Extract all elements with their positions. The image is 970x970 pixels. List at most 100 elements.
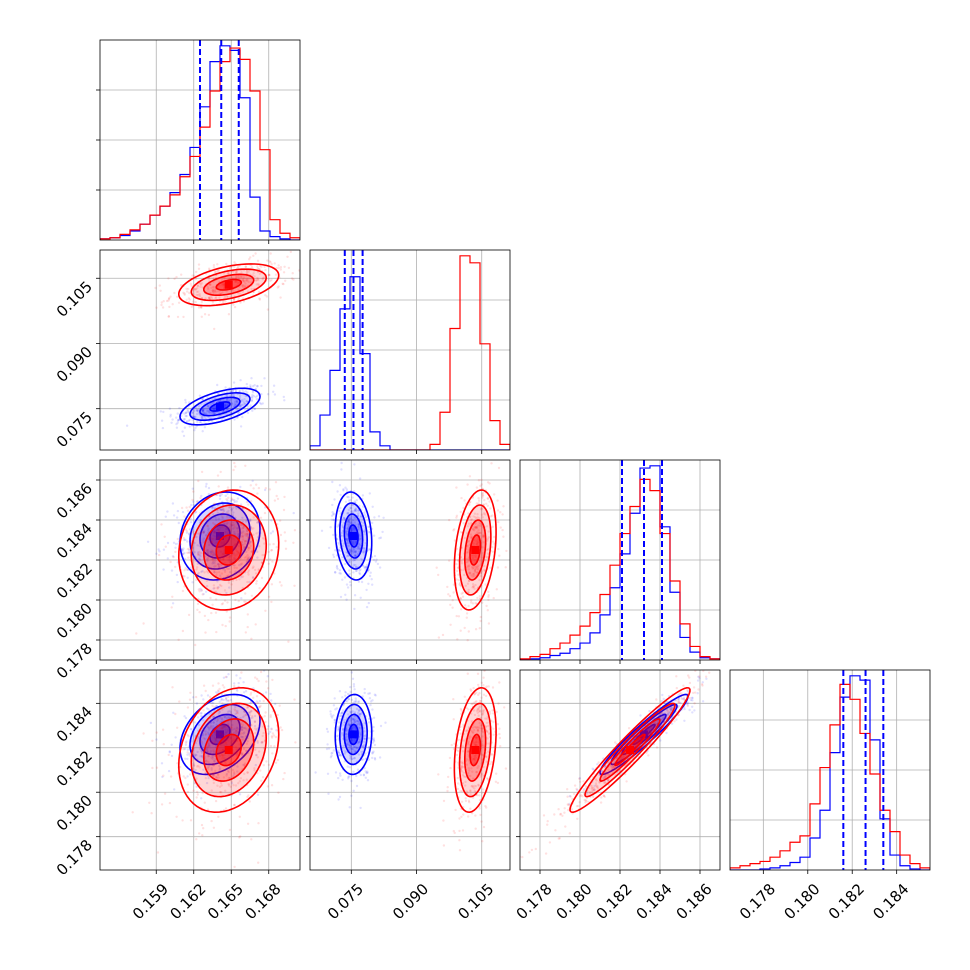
scatter-point <box>221 552 225 556</box>
scatter-point <box>493 493 496 496</box>
scatter-point <box>485 721 489 725</box>
scatter-point <box>467 565 470 568</box>
scatter-point <box>364 533 367 536</box>
contour-blue <box>348 723 359 746</box>
scatter-point <box>459 510 462 514</box>
scatter-point <box>345 735 348 738</box>
scatter-point <box>363 737 366 741</box>
scatter-point <box>490 719 493 722</box>
scatter-point <box>208 296 211 300</box>
scatter-point <box>239 485 242 489</box>
scatter-point <box>349 747 353 750</box>
scatter-point <box>502 535 505 538</box>
scatter-point <box>491 709 494 712</box>
scatter-point <box>284 547 288 550</box>
scatter-point <box>363 687 366 691</box>
scatter-point <box>211 398 214 401</box>
scatter-point <box>193 415 196 419</box>
scatter-point <box>205 747 209 750</box>
scatter-point <box>269 692 272 696</box>
scatter-point <box>174 546 177 549</box>
scatter-point <box>214 611 218 614</box>
scatter-point <box>172 711 175 714</box>
scatter-point <box>353 558 357 562</box>
scatter-point <box>357 545 360 549</box>
scatter-point <box>198 832 201 835</box>
scatter-point <box>472 566 475 570</box>
scatter-point <box>262 276 266 279</box>
scatter-point <box>245 532 249 536</box>
scatter-point <box>249 693 252 696</box>
scatter-point <box>242 507 245 511</box>
scatter-point <box>212 725 215 728</box>
scatter-point <box>244 279 248 282</box>
scatter-point <box>243 542 246 545</box>
scatter-point <box>352 719 355 722</box>
scatter-point <box>235 401 239 404</box>
scatter-point <box>355 569 358 572</box>
scatter-point <box>238 396 242 399</box>
scatter-point <box>193 754 197 757</box>
scatter-point <box>371 741 375 744</box>
scatter-point <box>497 702 500 705</box>
scatter-point <box>254 572 258 575</box>
scatter-point <box>229 558 232 561</box>
scatter-point <box>359 713 362 716</box>
scatter-point <box>455 514 459 517</box>
scatter-point <box>448 594 452 598</box>
scatter-point <box>482 503 486 506</box>
panel-content <box>131 670 297 869</box>
scatter-point <box>357 509 360 512</box>
scatter-point <box>476 541 480 544</box>
scatter-point <box>367 746 371 749</box>
scatter-point <box>242 735 245 739</box>
scatter-point <box>488 732 491 736</box>
scatter-point <box>467 630 470 633</box>
scatter-point <box>204 776 207 780</box>
scatter-point <box>192 300 195 303</box>
scatter-point <box>478 692 481 695</box>
scatter-point <box>198 532 201 535</box>
scatter-point <box>466 525 470 528</box>
scatter-point <box>478 627 481 630</box>
scatter-point <box>348 572 351 576</box>
scatter-point <box>363 735 366 738</box>
scatter-point <box>274 273 278 276</box>
scatter-point <box>475 525 478 529</box>
scatter-point <box>254 702 257 705</box>
scatter-point <box>362 550 365 553</box>
scatter-point <box>345 738 348 741</box>
scatter-point <box>486 730 489 733</box>
scatter-point <box>246 556 250 560</box>
scatter-point <box>194 741 198 745</box>
scatter-point <box>449 766 452 770</box>
scatter-point <box>461 591 465 594</box>
scatter-point <box>196 602 200 606</box>
scatter-point <box>236 689 239 692</box>
scatter-point <box>484 804 487 808</box>
scatter-point <box>254 731 257 735</box>
scatter-point <box>274 761 278 764</box>
panel-frame <box>99 669 301 871</box>
scatter-point <box>198 590 201 593</box>
scatter-point <box>232 394 235 397</box>
scatter-point <box>469 500 472 504</box>
scatter-point <box>187 419 190 422</box>
scatter-point <box>223 568 227 572</box>
scatter-point <box>271 732 275 735</box>
scatter-point <box>358 732 362 735</box>
scatter-point <box>250 709 253 713</box>
scatter-point <box>332 518 336 522</box>
scatter-point <box>349 517 352 521</box>
scatter-point <box>201 409 204 412</box>
scatter-point <box>353 547 356 550</box>
scatter-point <box>192 762 195 765</box>
scatter-point <box>474 571 477 574</box>
scatter-point <box>611 765 614 769</box>
scatter-point <box>198 550 201 554</box>
scatter-point <box>186 775 189 778</box>
scatter-point <box>452 591 455 594</box>
scatter-point <box>218 790 222 794</box>
scatter-point <box>172 555 175 559</box>
scatter-point <box>155 731 158 734</box>
